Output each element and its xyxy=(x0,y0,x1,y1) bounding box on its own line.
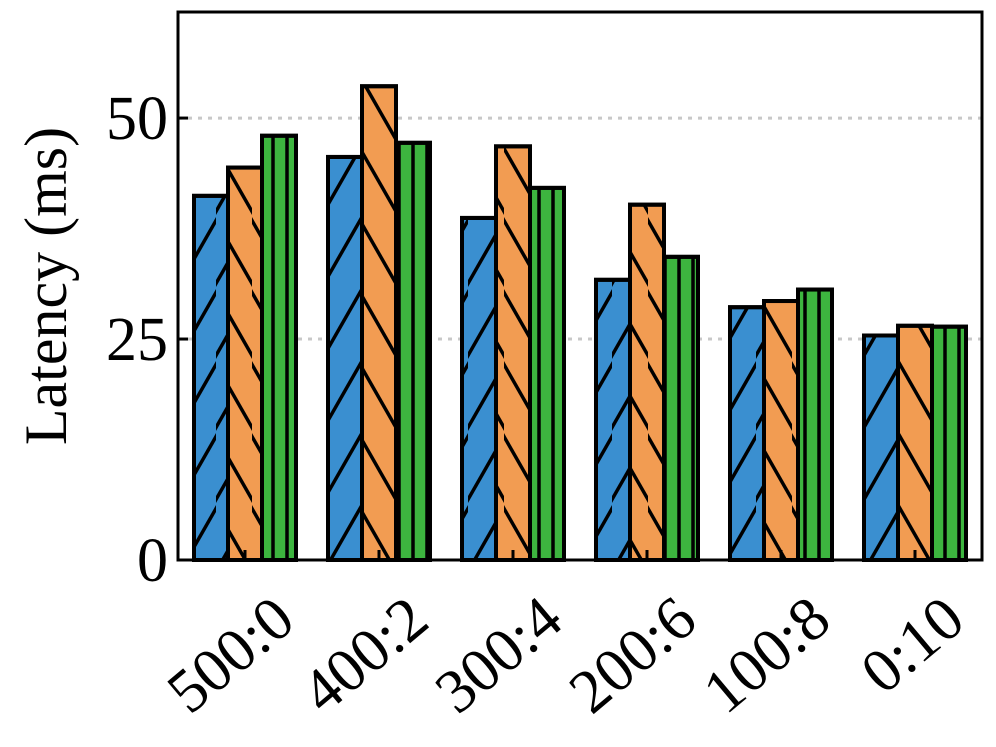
y-axis-title: Latency (ms) xyxy=(13,127,79,445)
bars xyxy=(192,84,968,563)
bar-hatch-series-1-500-0 xyxy=(192,193,230,562)
bar-hatch-series-3-500-0 xyxy=(260,133,298,562)
y-tick-label: 25 xyxy=(106,306,168,374)
bar-hatch-series-1-300-4 xyxy=(460,215,498,563)
bar-hatch-series-1-400-2 xyxy=(326,154,364,562)
bar-hatch-series-2-300-4 xyxy=(494,144,532,562)
bar-hatch-series-1-100-8 xyxy=(728,305,766,562)
y-tick-label: 0 xyxy=(137,527,168,595)
bar-hatch-series-2-400-2 xyxy=(360,84,398,563)
y-axis-ticks: 0 25 50 xyxy=(106,85,188,595)
y-tick-label: 50 xyxy=(106,85,168,153)
x-tick-label: 400:2 xyxy=(289,584,441,727)
plot-frame xyxy=(176,10,984,562)
x-tick-label: 300:4 xyxy=(423,584,575,727)
bar-hatch-series-3-400-2 xyxy=(394,140,432,562)
bar-hatch-series-2-200-6 xyxy=(628,202,666,562)
x-tick-label: 200:6 xyxy=(557,584,709,727)
x-tick-label: 500:0 xyxy=(155,584,307,727)
x-tick-label: 100:8 xyxy=(691,584,843,727)
bar-hatch-series-3-300-4 xyxy=(528,185,566,562)
bar-hatch-series-3-0-10 xyxy=(930,324,968,562)
bar-hatch-series-1-200-6 xyxy=(594,277,632,562)
bar-hatch-series-3-100-8 xyxy=(796,287,834,562)
bar-hatch-series-2-0-10 xyxy=(896,323,934,562)
bar-hatch-series-2-100-8 xyxy=(762,299,800,562)
grid-lines xyxy=(178,116,982,341)
bar-hatch-series-2-500-0 xyxy=(226,165,264,563)
x-tick-label: 0:10 xyxy=(849,584,977,707)
bar-hatch-series-1-0-10 xyxy=(862,333,900,562)
bar-hatch-series-3-200-6 xyxy=(662,254,700,562)
